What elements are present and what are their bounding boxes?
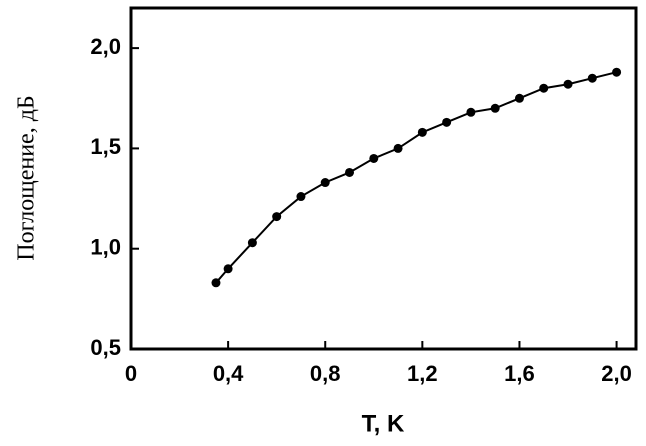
data-point [247,238,257,248]
data-point [320,178,330,188]
data-point [563,79,573,89]
x-axis-label: T, K [362,410,405,437]
data-point [345,167,355,177]
x-tick-label: 2,0 [601,361,632,386]
data-point [539,83,549,93]
y-tick-label: 1,5 [90,134,121,159]
data-point [393,143,403,153]
data-point [296,192,306,202]
data-point [272,212,282,222]
data-line [215,71,617,284]
x-tick-label: 0,4 [213,361,244,386]
y-axis-label: Поглощение, дБ [14,95,40,260]
data-point [442,117,452,127]
x-tick-label: 0,8 [310,361,341,386]
data-point [211,278,221,288]
x-tick-label: 1,2 [407,361,438,386]
data-point [612,67,622,77]
x-tick-label: 1,6 [504,361,535,386]
data-point [514,93,524,103]
data-point [417,127,427,137]
y-tick-label: 0,5 [90,335,121,360]
data-point [223,264,233,274]
y-tick-label: 1,0 [90,235,121,260]
data-point [587,73,597,83]
x-tick-label: 0 [125,361,137,386]
y-tick-label: 2,0 [90,34,121,59]
plot-frame [129,6,638,351]
data-point [490,103,500,113]
data-point [369,153,379,163]
data-point [466,107,476,117]
